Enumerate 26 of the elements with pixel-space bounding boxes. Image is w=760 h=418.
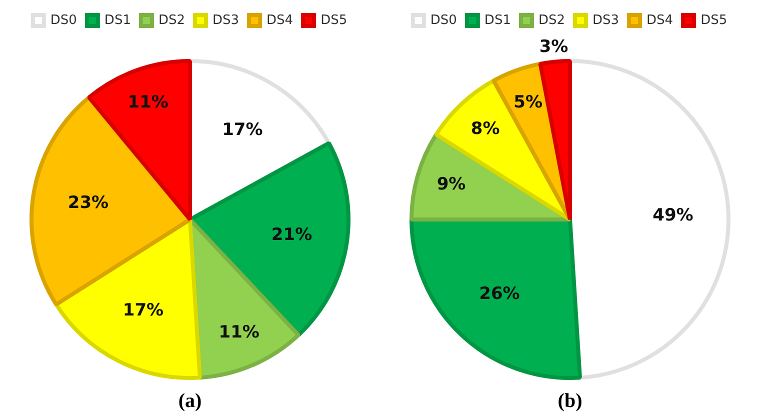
- data-label: 11%: [128, 92, 168, 113]
- text: (a): [178, 390, 202, 412]
- data-label: 3%: [539, 37, 568, 58]
- legend-label: DS1: [104, 12, 131, 28]
- legend-label: DS5: [320, 12, 348, 28]
- data-label: 17%: [222, 120, 263, 140]
- legend-label: DS3: [592, 12, 620, 28]
- data-label: 5%: [514, 92, 543, 113]
- legend-label: DS1: [484, 12, 511, 28]
- data-label: 49%: [652, 206, 694, 226]
- text: (b): [558, 390, 582, 412]
- legend-label: DS5: [700, 12, 728, 28]
- data-label: 17%: [122, 300, 164, 321]
- legend-label: DS0: [50, 12, 77, 28]
- legend-label: DS2: [158, 12, 186, 28]
- data-label: 21%: [271, 225, 312, 246]
- data-label: 26%: [479, 284, 520, 304]
- legend-label: DS4: [266, 12, 294, 28]
- legend-label: DS2: [538, 12, 566, 28]
- legend-label: DS4: [646, 12, 674, 28]
- legend-label: DS3: [212, 12, 240, 28]
- data-label: 9%: [436, 174, 466, 194]
- data-label: 8%: [470, 118, 500, 139]
- data-label: 23%: [68, 192, 109, 213]
- legend-label: DS0: [430, 12, 457, 28]
- data-label: 11%: [218, 322, 260, 342]
